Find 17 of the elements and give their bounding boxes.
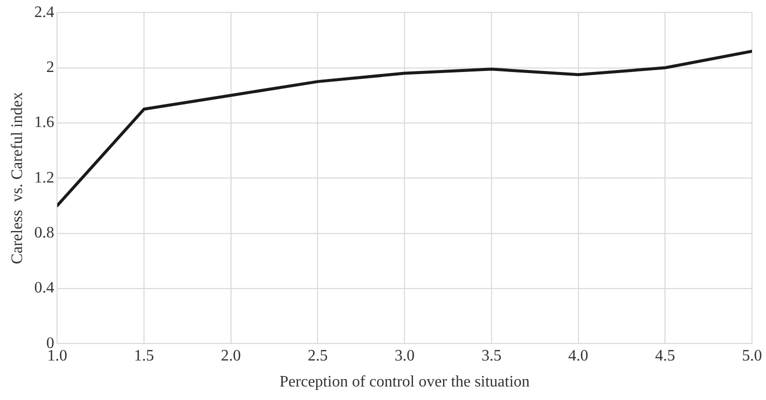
y-tick-label: 1.6 — [34, 114, 54, 132]
y-tick-label: 0.8 — [34, 224, 54, 242]
y-tick-label: 2 — [46, 58, 54, 76]
y-tick-label: 0.4 — [34, 280, 54, 297]
x-tick-label: 4.0 — [568, 347, 588, 364]
y-tick-label: 1.2 — [34, 169, 54, 186]
x-tick-label: 2.5 — [308, 347, 328, 364]
y-axis-title: Careless vs. Careful index — [8, 92, 26, 264]
x-tick-label: 2.0 — [220, 347, 241, 364]
x-tick-label: 1.5 — [134, 347, 154, 364]
x-tick-label: 3.0 — [394, 347, 415, 364]
x-tick-label: 1.0 — [47, 347, 68, 364]
x-tick-label: 5.0 — [742, 347, 762, 364]
x-tick-label: 3.5 — [481, 347, 502, 364]
y-tick-label: 2.4 — [34, 4, 54, 21]
x-tick-label: 4.5 — [655, 347, 676, 364]
x-axis-title: Perception of control over the situation — [280, 374, 530, 391]
